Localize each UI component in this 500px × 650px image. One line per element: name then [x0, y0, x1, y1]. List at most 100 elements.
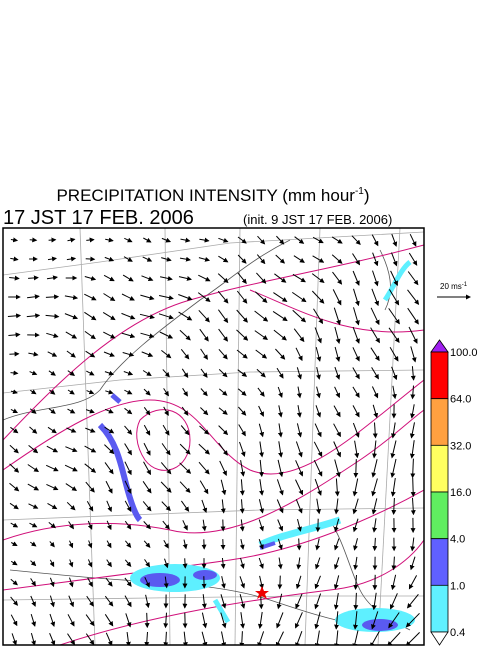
wind-arrow: [182, 387, 188, 397]
wind-arrow: [105, 389, 114, 395]
wind-arrow: [217, 309, 229, 324]
wind-arrow: [353, 592, 359, 611]
wind-arrow: [10, 370, 19, 376]
wind-arrow: [65, 331, 78, 339]
wind-arrow: [410, 477, 416, 498]
wind-arrow: [67, 633, 76, 645]
wind-arrow: [273, 292, 288, 302]
wind-arrow: [140, 294, 155, 301]
wind-arrow: [370, 327, 380, 344]
reference-vector-text: 20 ms: [440, 282, 462, 291]
wind-arrow: [408, 326, 418, 344]
wind-arrow: [162, 424, 170, 436]
wind-arrow: [200, 388, 208, 397]
wind-arrow: [220, 479, 227, 496]
wind-arrow: [103, 274, 115, 282]
wind-arrow: [258, 557, 264, 569]
wind-arrow: [29, 370, 38, 376]
wind-arrow: [239, 593, 246, 609]
wind-arrow: [67, 370, 75, 376]
wind-arrow: [198, 274, 211, 282]
wind-arrow: [254, 291, 268, 303]
wind-arrow: [143, 461, 151, 476]
wind-arrow: [220, 557, 226, 569]
title-suffix: ): [364, 186, 370, 205]
wind-arrow: [105, 480, 113, 494]
wind-arrow: [121, 332, 136, 339]
wind-arrow: [144, 576, 150, 588]
colorbar-top-triangle: [430, 339, 449, 353]
wind-arrow: [259, 441, 264, 458]
wind-arrow: [86, 595, 94, 607]
wind-arrow: [86, 370, 95, 376]
wind-arrow: [314, 575, 321, 590]
wind-arrow: [316, 498, 322, 515]
wind-arrow: [238, 406, 247, 416]
wind-arrow: [29, 426, 38, 434]
wind-arrow: [334, 478, 340, 497]
wind-arrow: [256, 254, 266, 265]
wind-arrow: [276, 593, 283, 610]
wind-arrow: [198, 461, 210, 475]
colorbar-bottom-triangle: [430, 631, 449, 646]
wind-arrow: [275, 348, 286, 360]
title-text: PRECIPITATION INTENSITY (mm hour: [56, 186, 355, 205]
wind-arrow: [238, 424, 246, 437]
colorbar-label: 100.0: [450, 347, 478, 359]
wind-arrow: [124, 559, 132, 567]
wind-arrow: [293, 328, 305, 343]
wind-arrow: [28, 351, 39, 357]
wind-arrow: [276, 479, 284, 496]
wind-arrow: [201, 612, 208, 629]
wind-arrow: [391, 385, 397, 400]
wind-arrow: [86, 389, 95, 395]
wind-arrow: [141, 351, 154, 357]
wind-arrow: [389, 347, 399, 362]
wind-arrow: [45, 313, 60, 319]
wind-arrow: [64, 464, 78, 472]
wind-arrow: [333, 575, 340, 590]
wind-arrow: [11, 633, 17, 645]
wind-arrow: [142, 481, 152, 494]
wind-arrow: [255, 349, 268, 359]
wind-arrow: [254, 330, 269, 340]
wind-arrow: [199, 237, 210, 243]
wind-arrow: [104, 595, 114, 607]
wind-arrow: [64, 294, 79, 300]
wind-arrow: [259, 575, 264, 590]
station-marker: [255, 586, 269, 599]
wind-arrow: [296, 538, 302, 551]
wind-arrow: [371, 498, 378, 515]
wind-arrow: [408, 575, 418, 590]
wind-arrow: [181, 368, 189, 379]
colorbar-segment: [430, 398, 449, 446]
colorbar: [430, 339, 449, 646]
wind-arrow: [158, 313, 174, 320]
wind-arrow: [87, 540, 93, 549]
wind-arrow: [139, 313, 155, 320]
wind-arrow: [218, 442, 228, 456]
wind-arrow: [143, 388, 151, 396]
wind-arrow: [161, 443, 171, 456]
wind-arrow: [66, 350, 76, 358]
wind-arrow: [352, 422, 360, 438]
wind-arrow: [371, 478, 378, 497]
wind-arrow: [239, 519, 245, 532]
wind-arrow: [237, 272, 247, 284]
wind-arrow: [353, 307, 360, 326]
wind-arrow: [67, 237, 76, 243]
wind-arrow: [200, 368, 208, 378]
wind-arrow: [182, 558, 188, 569]
wind-arrow: [10, 614, 18, 627]
wind-arrow: [30, 632, 36, 645]
wind-arrow: [179, 256, 191, 262]
wind-arrow: [181, 406, 189, 416]
reference-vector-label: 20 ms-1: [440, 282, 468, 291]
wind-arrow: [8, 332, 21, 338]
wind-arrow: [315, 386, 321, 399]
wind-arrow: [163, 406, 169, 416]
wind-arrow: [277, 423, 283, 438]
wind-arrow: [10, 389, 18, 395]
wind-arrow: [10, 408, 18, 414]
wind-arrow: [292, 291, 307, 303]
